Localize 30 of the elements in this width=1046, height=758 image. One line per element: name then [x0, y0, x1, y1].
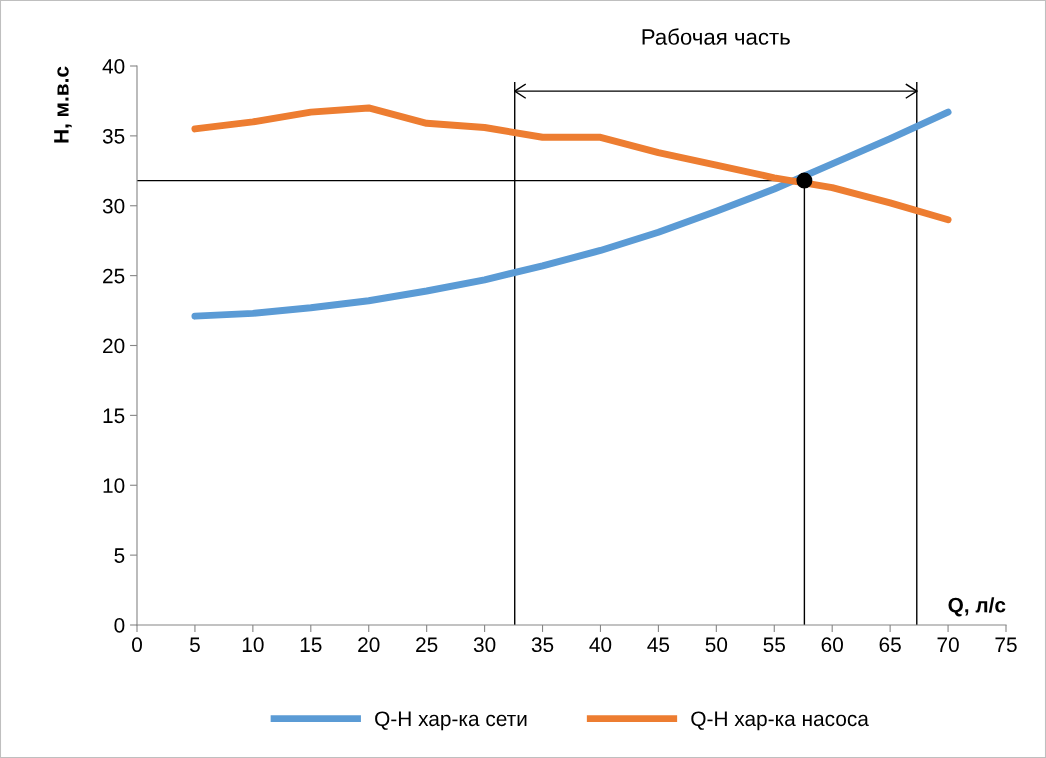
y-tick-label: 5	[114, 548, 125, 563]
x-tick-label: 40	[589, 637, 612, 653]
x-tick-label: 60	[821, 637, 843, 653]
y-tick-label: 30	[102, 198, 125, 214]
x-tick-label: 10	[242, 637, 264, 653]
x-tick-label: 20	[358, 637, 380, 653]
x-tick-label: 5	[189, 637, 200, 653]
y-tick-label: 0	[114, 618, 125, 633]
y-tick-label: 10	[103, 478, 125, 493]
x-tick-label: 15	[300, 637, 322, 653]
x-tick-label: 35	[531, 637, 554, 653]
y-tick-label: 15	[103, 408, 125, 424]
legend-label: Q-H хар-ка сети	[375, 711, 527, 731]
x-tick-label: 65	[879, 637, 901, 653]
y-tick-label: 35	[102, 128, 125, 144]
x-tick-label: 50	[705, 637, 728, 653]
x-tick-label: 55	[763, 637, 785, 653]
ref-line-label: Рабочая часть	[642, 28, 790, 45]
x-tick-label: 25	[416, 637, 438, 653]
y-tick-label: 25	[103, 268, 125, 284]
x-axis-title: Q, л/с	[948, 597, 1006, 617]
x-tick-label: 45	[647, 637, 670, 653]
x-tick-label: 0	[132, 637, 142, 653]
y-axis-title: H, м.в.с	[54, 66, 72, 143]
x-tick-label: 75	[995, 637, 1017, 653]
x-tick-label: 70	[937, 637, 959, 653]
legend-label: Q-H хар-ка насоса	[691, 711, 869, 731]
y-tick-label: 40	[102, 59, 125, 74]
y-tick-label: 20	[103, 338, 125, 354]
x-tick-label: 30	[473, 637, 496, 653]
